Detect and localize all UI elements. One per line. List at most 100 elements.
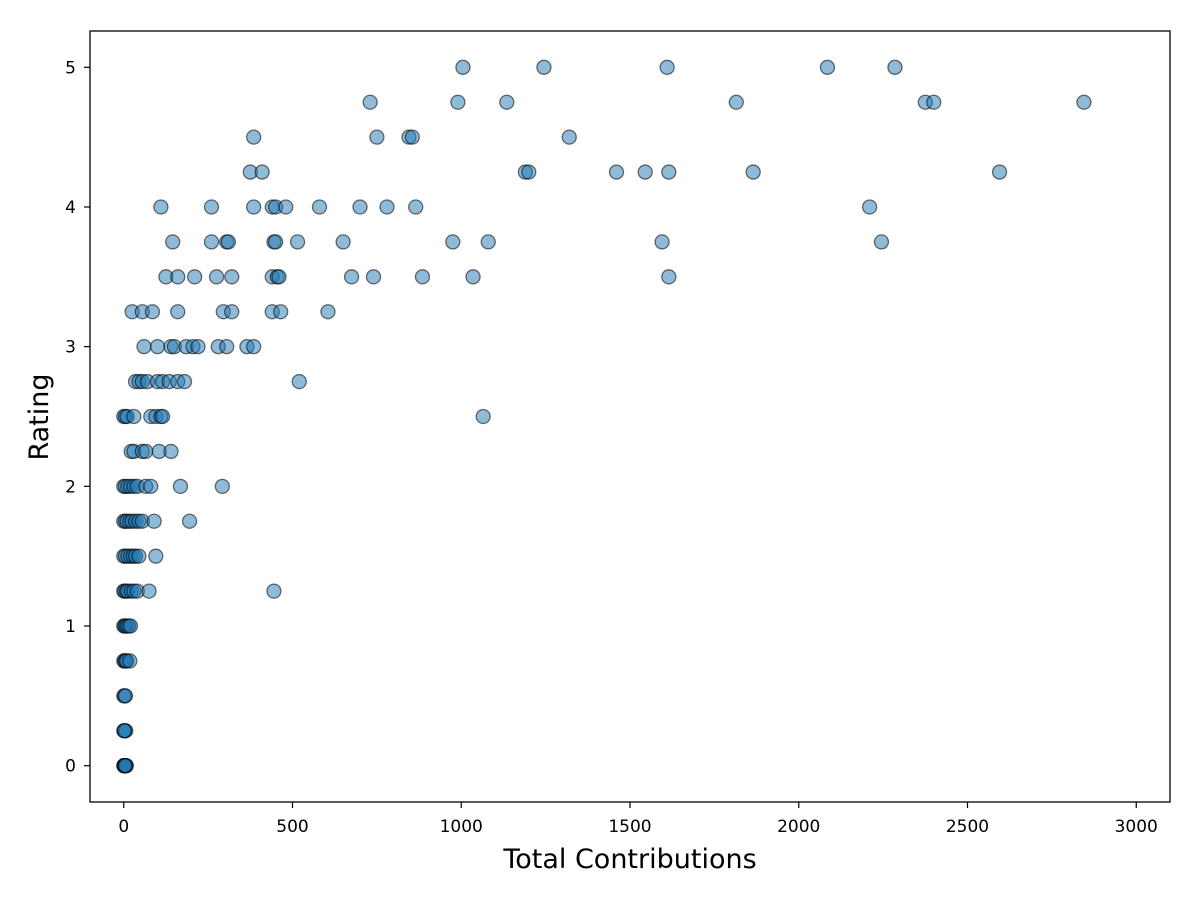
data-point [320, 304, 336, 320]
data-point [246, 129, 262, 145]
data-point [170, 304, 186, 320]
data-point [521, 164, 537, 180]
data-point [246, 339, 262, 355]
data-point [271, 269, 287, 285]
data-point [819, 59, 836, 75]
data-point [170, 269, 186, 285]
data-point [141, 583, 157, 599]
data-point [335, 234, 351, 250]
data-point [143, 478, 159, 494]
data-point [144, 304, 161, 320]
data-point [219, 339, 235, 355]
data-point [122, 653, 138, 669]
data-point [745, 164, 761, 180]
data-point [291, 373, 307, 390]
data-point [138, 443, 154, 460]
data-point [1076, 94, 1092, 110]
data-point [404, 129, 420, 145]
data-point [637, 164, 653, 180]
data-point [254, 164, 270, 180]
data-point [414, 269, 431, 285]
data-point [289, 234, 306, 250]
y-tick-label: 1 [65, 617, 76, 637]
data-point [450, 94, 466, 110]
data-point [224, 304, 240, 320]
data-point [181, 513, 198, 529]
data-point [116, 723, 133, 739]
data-point [926, 94, 942, 110]
x-tick-label: 2500 [946, 817, 989, 837]
data-point [214, 478, 230, 494]
data-point [465, 269, 481, 285]
x-tick-label: 500 [276, 817, 308, 837]
x-tick-label: 1000 [440, 817, 483, 837]
y-tick-label: 4 [65, 198, 76, 218]
data-points [116, 59, 1092, 774]
y-axis-label: Rating [24, 373, 55, 460]
data-point [379, 199, 395, 215]
data-point [126, 408, 142, 425]
data-point [176, 373, 193, 390]
x-tick-label: 3000 [1115, 817, 1158, 837]
data-point [728, 94, 744, 110]
data-point [203, 199, 220, 215]
data-point [203, 234, 220, 250]
y-tick-label: 0 [65, 757, 76, 777]
data-point [165, 234, 181, 250]
data-point [561, 129, 577, 145]
data-point [475, 408, 491, 425]
data-point [273, 304, 289, 320]
x-tick-label: 0 [118, 817, 129, 837]
data-point [153, 199, 169, 215]
data-point [149, 339, 166, 355]
data-point [208, 269, 225, 285]
x-axis-label: Total Contributions [502, 844, 756, 875]
data-point [131, 548, 147, 564]
data-point [365, 269, 382, 285]
data-point [499, 94, 515, 110]
data-point [220, 234, 237, 250]
y-tick-label: 2 [65, 477, 76, 497]
data-point [480, 234, 496, 250]
data-point [661, 269, 677, 285]
data-point [266, 583, 282, 599]
data-point [267, 234, 284, 250]
data-point [369, 129, 385, 145]
y-tick-label: 3 [65, 338, 76, 358]
data-point [246, 199, 262, 215]
data-point [661, 164, 677, 180]
data-point [408, 199, 424, 215]
data-point [311, 199, 328, 215]
data-point [122, 618, 139, 634]
y-axis: 0 1 2 3 4 5 [65, 58, 90, 777]
x-tick-label: 1500 [608, 817, 651, 837]
data-point [117, 758, 134, 774]
data-point [163, 443, 179, 460]
data-point [186, 269, 203, 285]
data-point [172, 478, 189, 494]
data-point [608, 164, 625, 180]
y-tick-label: 5 [65, 58, 76, 78]
data-point [343, 269, 360, 285]
data-point [887, 59, 903, 75]
plot-area [90, 31, 1170, 802]
data-point [362, 94, 378, 110]
data-point [136, 339, 152, 355]
data-point [991, 164, 1008, 180]
data-point [445, 234, 461, 250]
data-point [224, 269, 240, 285]
data-point [873, 234, 890, 250]
data-point [536, 59, 552, 75]
data-point [148, 548, 164, 564]
x-axis: 0 500 1000 1500 2000 2500 3000 [118, 802, 1158, 837]
x-tick-label: 2000 [777, 817, 820, 837]
data-point [146, 513, 162, 529]
data-point [154, 408, 171, 425]
data-point [861, 199, 878, 215]
data-point [190, 339, 206, 355]
data-point [352, 199, 368, 215]
data-point [455, 59, 471, 75]
data-point [117, 688, 134, 704]
data-point [654, 234, 670, 250]
